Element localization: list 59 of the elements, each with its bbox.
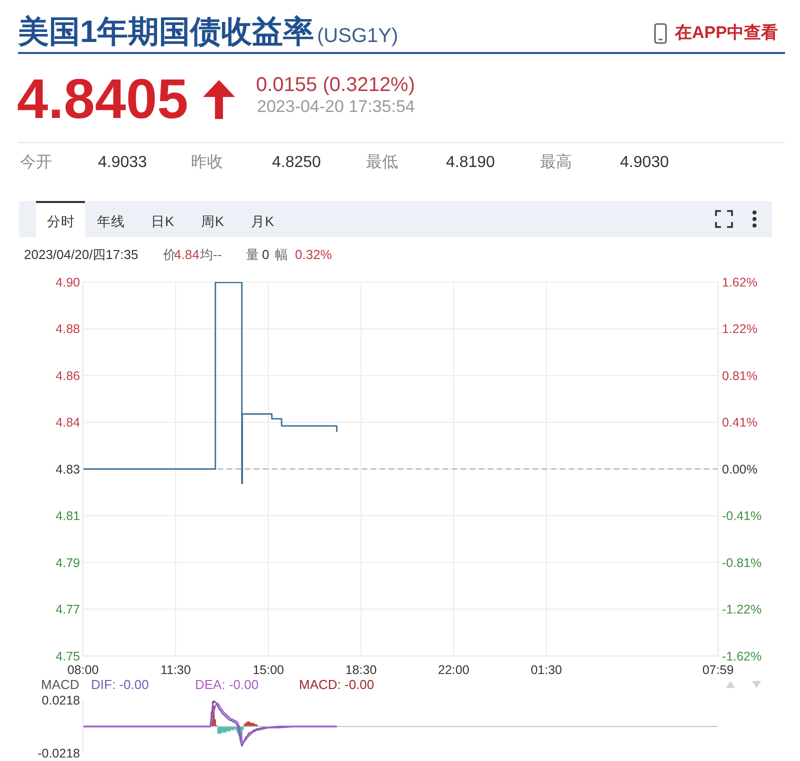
y2-tick-label: 1.22% [722,322,758,336]
text: 最高 [540,153,572,173]
y-tick-label: 0.0218 [42,693,80,708]
y-tick-label: 4.86 [56,368,80,383]
text: 4.8190 [446,153,495,173]
text: MACD: -0.00 [299,677,374,692]
y2-tick-label: -0.81% [722,556,762,570]
y-tick-label: 4.77 [56,602,80,617]
text: 分时 [47,214,75,230]
x-tick-label: 15:00 [252,662,284,677]
y2-tick-label: -0.41% [722,509,762,524]
text: 周K [201,214,224,230]
y2-tick-label: -1.62% [722,649,762,664]
x-tick-label: 01:30 [530,662,562,677]
chart-title: MACD [41,677,80,692]
y-tick-label: 4.84 [56,416,80,430]
y-tick-label: 4.90 [56,275,80,290]
text: 4.8250 [272,153,321,173]
text: 年线 [97,214,125,230]
text: 4.9033 [98,153,147,173]
y-tick-label: -0.0218 [38,746,80,760]
y-tick-label: 4.79 [56,556,80,570]
series-label: DEA: -0.00 [195,677,259,692]
y2-tick-label: 0.41% [722,416,758,430]
text: 4.84 [174,247,200,263]
x-tick-label: 07:59 [702,662,734,677]
chart-subtitle: (USG1Y) [317,24,398,48]
x-tick-label: 22:00 [438,662,470,677]
text: DIF: -0.00 [91,677,149,692]
y-tick-label: 4.81 [56,509,80,524]
text: 4.8405 [17,66,188,132]
text: 最低 [366,153,398,173]
chart-title: 美国1年期国债收益率 [18,13,314,51]
text: 2023-04-20 17:35:54 [257,96,415,118]
x-tick-label: 11:30 [160,662,191,677]
text: 均 [200,247,213,263]
text: 4.9030 [620,153,669,173]
y2-tick-label: 1.62% [722,275,758,290]
text: 2023/04/20/四17:35 [24,247,138,263]
text: 日K [151,214,174,230]
text: 0 [262,247,270,263]
y-tick-label: 4.88 [56,322,80,336]
y-tick-label: 4.83 [56,462,80,476]
text: 月K [251,214,274,230]
text: -- [213,247,222,263]
x-tick-label: 18:30 [345,662,377,677]
text: 昨收 [191,153,223,173]
y2-tick-label: -1.22% [722,602,762,617]
text: 幅 [275,247,288,263]
y2-tick-label: 0.00% [722,462,758,476]
text: 在APP中查看 [675,22,778,44]
x-tick-label: 08:00 [67,662,99,677]
text: 0.32% [295,247,332,263]
text: 0.0155 (0.3212%) [256,73,416,97]
y2-tick-label: 0.81% [722,368,758,383]
text: 今开 [20,153,52,173]
y-tick-label: 4.75 [56,649,80,664]
text: 价 [163,247,176,263]
text: 量 [246,247,259,263]
